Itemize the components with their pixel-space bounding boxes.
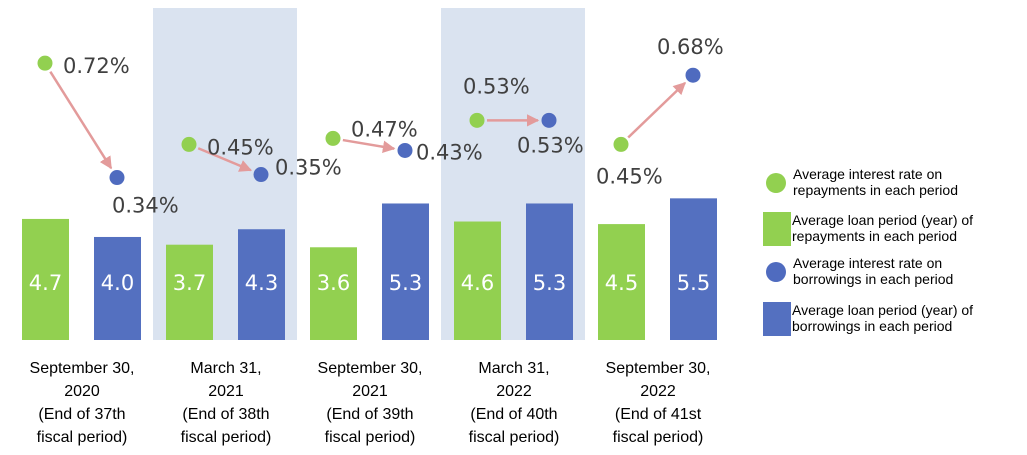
- bar-value-label: 3.7: [173, 271, 206, 295]
- bar: [382, 203, 429, 340]
- rate-value-label: 0.68%: [657, 35, 724, 59]
- legend-swatch: [763, 212, 791, 246]
- legend-label: Average interest rate on borrowings in ea…: [793, 255, 953, 287]
- rate-dot: [541, 112, 557, 128]
- rate-dot: [181, 136, 197, 152]
- bar-value-label: 4.0: [101, 271, 134, 295]
- bar: [238, 229, 285, 340]
- rate-dot: [613, 136, 629, 152]
- legend-swatch: [766, 173, 786, 193]
- x-tick-label: September 30, 2022 (End of 41st fiscal peri…: [606, 360, 711, 446]
- bar-value-label: 4.5: [605, 271, 638, 295]
- bar: [526, 203, 573, 340]
- bar: [454, 221, 501, 340]
- bar-value-label: 5.3: [533, 271, 566, 295]
- x-tick-label: March 31, 2021 (End of 38th fiscal period): [181, 360, 272, 446]
- bar-value-label: 5.3: [389, 271, 422, 295]
- x-tick-label: March 31, 2022 (End of 40th fiscal period): [469, 360, 560, 446]
- arrow: [49, 70, 113, 170]
- bar-value-label: 4.6: [461, 271, 494, 295]
- bar: [598, 224, 645, 340]
- rate-value-label: 0.43%: [416, 140, 483, 164]
- rate-dot: [253, 167, 269, 183]
- arrow: [342, 138, 396, 153]
- rate-dot: [469, 112, 485, 128]
- bar-value-label: 4.7: [29, 271, 62, 295]
- legend-swatch: [766, 262, 786, 282]
- bar: [166, 244, 213, 340]
- rate-dot: [397, 142, 413, 158]
- arrow: [627, 81, 686, 139]
- legend-label: Average loan period (year) of borrowings …: [792, 302, 973, 334]
- bar: [310, 247, 357, 340]
- rate-value-label: 0.53%: [463, 74, 530, 98]
- rate-dot: [325, 130, 341, 146]
- bar-value-label: 4.3: [245, 271, 278, 295]
- rate-value-label: 0.34%: [112, 194, 179, 218]
- x-tick-label: September 30, 2020 (End of 37th fiscal peri…: [30, 360, 135, 446]
- rate-dot: [109, 170, 125, 186]
- bar: [670, 198, 717, 340]
- rate-value-label: 0.45%: [596, 164, 663, 188]
- x-tick-label: September 30, 2021 (End of 39th fiscal peri…: [318, 360, 423, 446]
- rate-value-label: 0.53%: [517, 133, 584, 157]
- legend-label: Average interest rate on repayments in ea…: [793, 166, 958, 198]
- bar: [22, 218, 69, 340]
- legend-label: Average loan period (year) of repayments …: [792, 212, 973, 244]
- rate-dot: [685, 67, 701, 83]
- bar-value-label: 3.6: [317, 271, 350, 295]
- rate-value-label: 0.72%: [63, 54, 130, 78]
- bar: [94, 236, 141, 340]
- legend-swatch: [763, 302, 791, 336]
- arrow: [197, 147, 253, 172]
- rate-dot: [37, 55, 53, 71]
- rate-value-label: 0.35%: [275, 156, 342, 180]
- rate-value-label: 0.45%: [207, 135, 274, 159]
- rate-value-label: 0.47%: [351, 117, 418, 141]
- bar-value-label: 5.5: [677, 271, 710, 295]
